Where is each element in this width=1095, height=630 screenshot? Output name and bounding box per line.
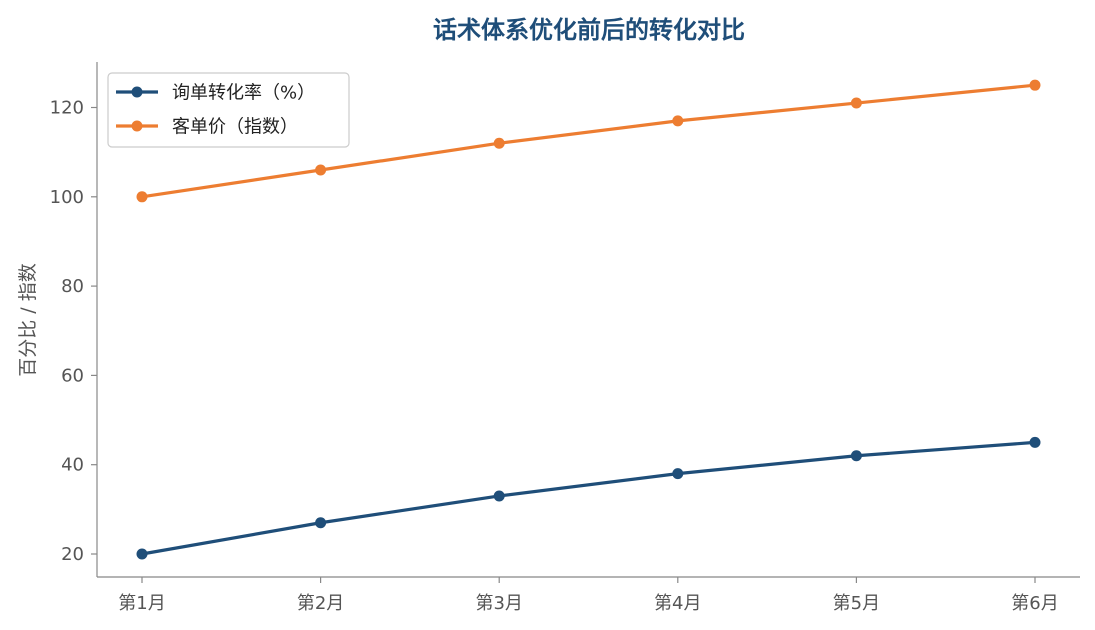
legend-box — [107, 72, 350, 148]
y-axis-label: 百分比 / 指数 — [17, 263, 39, 376]
series-2-point — [136, 191, 148, 203]
series-1-point — [1029, 436, 1041, 448]
series-1-point — [850, 450, 862, 462]
y-tick-label: 100 — [50, 187, 84, 208]
chart-title: 话术体系优化前后的转化对比 — [433, 16, 745, 44]
series-1-point — [136, 548, 148, 560]
series-layer — [136, 79, 1041, 560]
x-ticks: 第1月 第2月 第3月 第4月 第5月 第6月 — [118, 577, 1059, 614]
series-2-point — [672, 115, 684, 127]
y-ticks: 20 40 60 80 100 120 — [50, 98, 97, 565]
y-tick-label: 80 — [61, 276, 84, 297]
x-tick-label: 第2月 — [297, 593, 344, 614]
series-2-point — [315, 164, 327, 176]
series-1-point — [493, 490, 505, 502]
x-tick-label: 第4月 — [654, 593, 701, 614]
legend-marker-1 — [131, 86, 143, 98]
x-tick-label: 第5月 — [833, 593, 880, 614]
y-tick-label: 120 — [50, 98, 84, 119]
series-line-1 — [141, 440, 1036, 556]
legend-label-2: 客单价（指数） — [172, 117, 298, 138]
series-line-2 — [141, 83, 1036, 199]
legend-marker-2 — [131, 120, 143, 132]
x-tick-label: 第3月 — [475, 593, 522, 614]
series-1-point — [672, 468, 684, 480]
y-tick-label: 20 — [61, 544, 84, 565]
series-2-point — [493, 137, 505, 149]
series-2-point — [1029, 79, 1041, 91]
x-tick-label: 第6月 — [1011, 593, 1058, 614]
series-1-point — [315, 517, 327, 529]
x-tick-label: 第1月 — [118, 593, 165, 614]
y-tick-label: 40 — [61, 455, 84, 476]
series-2-point — [850, 97, 862, 109]
legend-label-1: 询单转化率（%） — [172, 83, 315, 104]
y-tick-label: 60 — [61, 365, 84, 386]
legend: 询单转化率（%） 客单价（指数） — [107, 72, 350, 148]
